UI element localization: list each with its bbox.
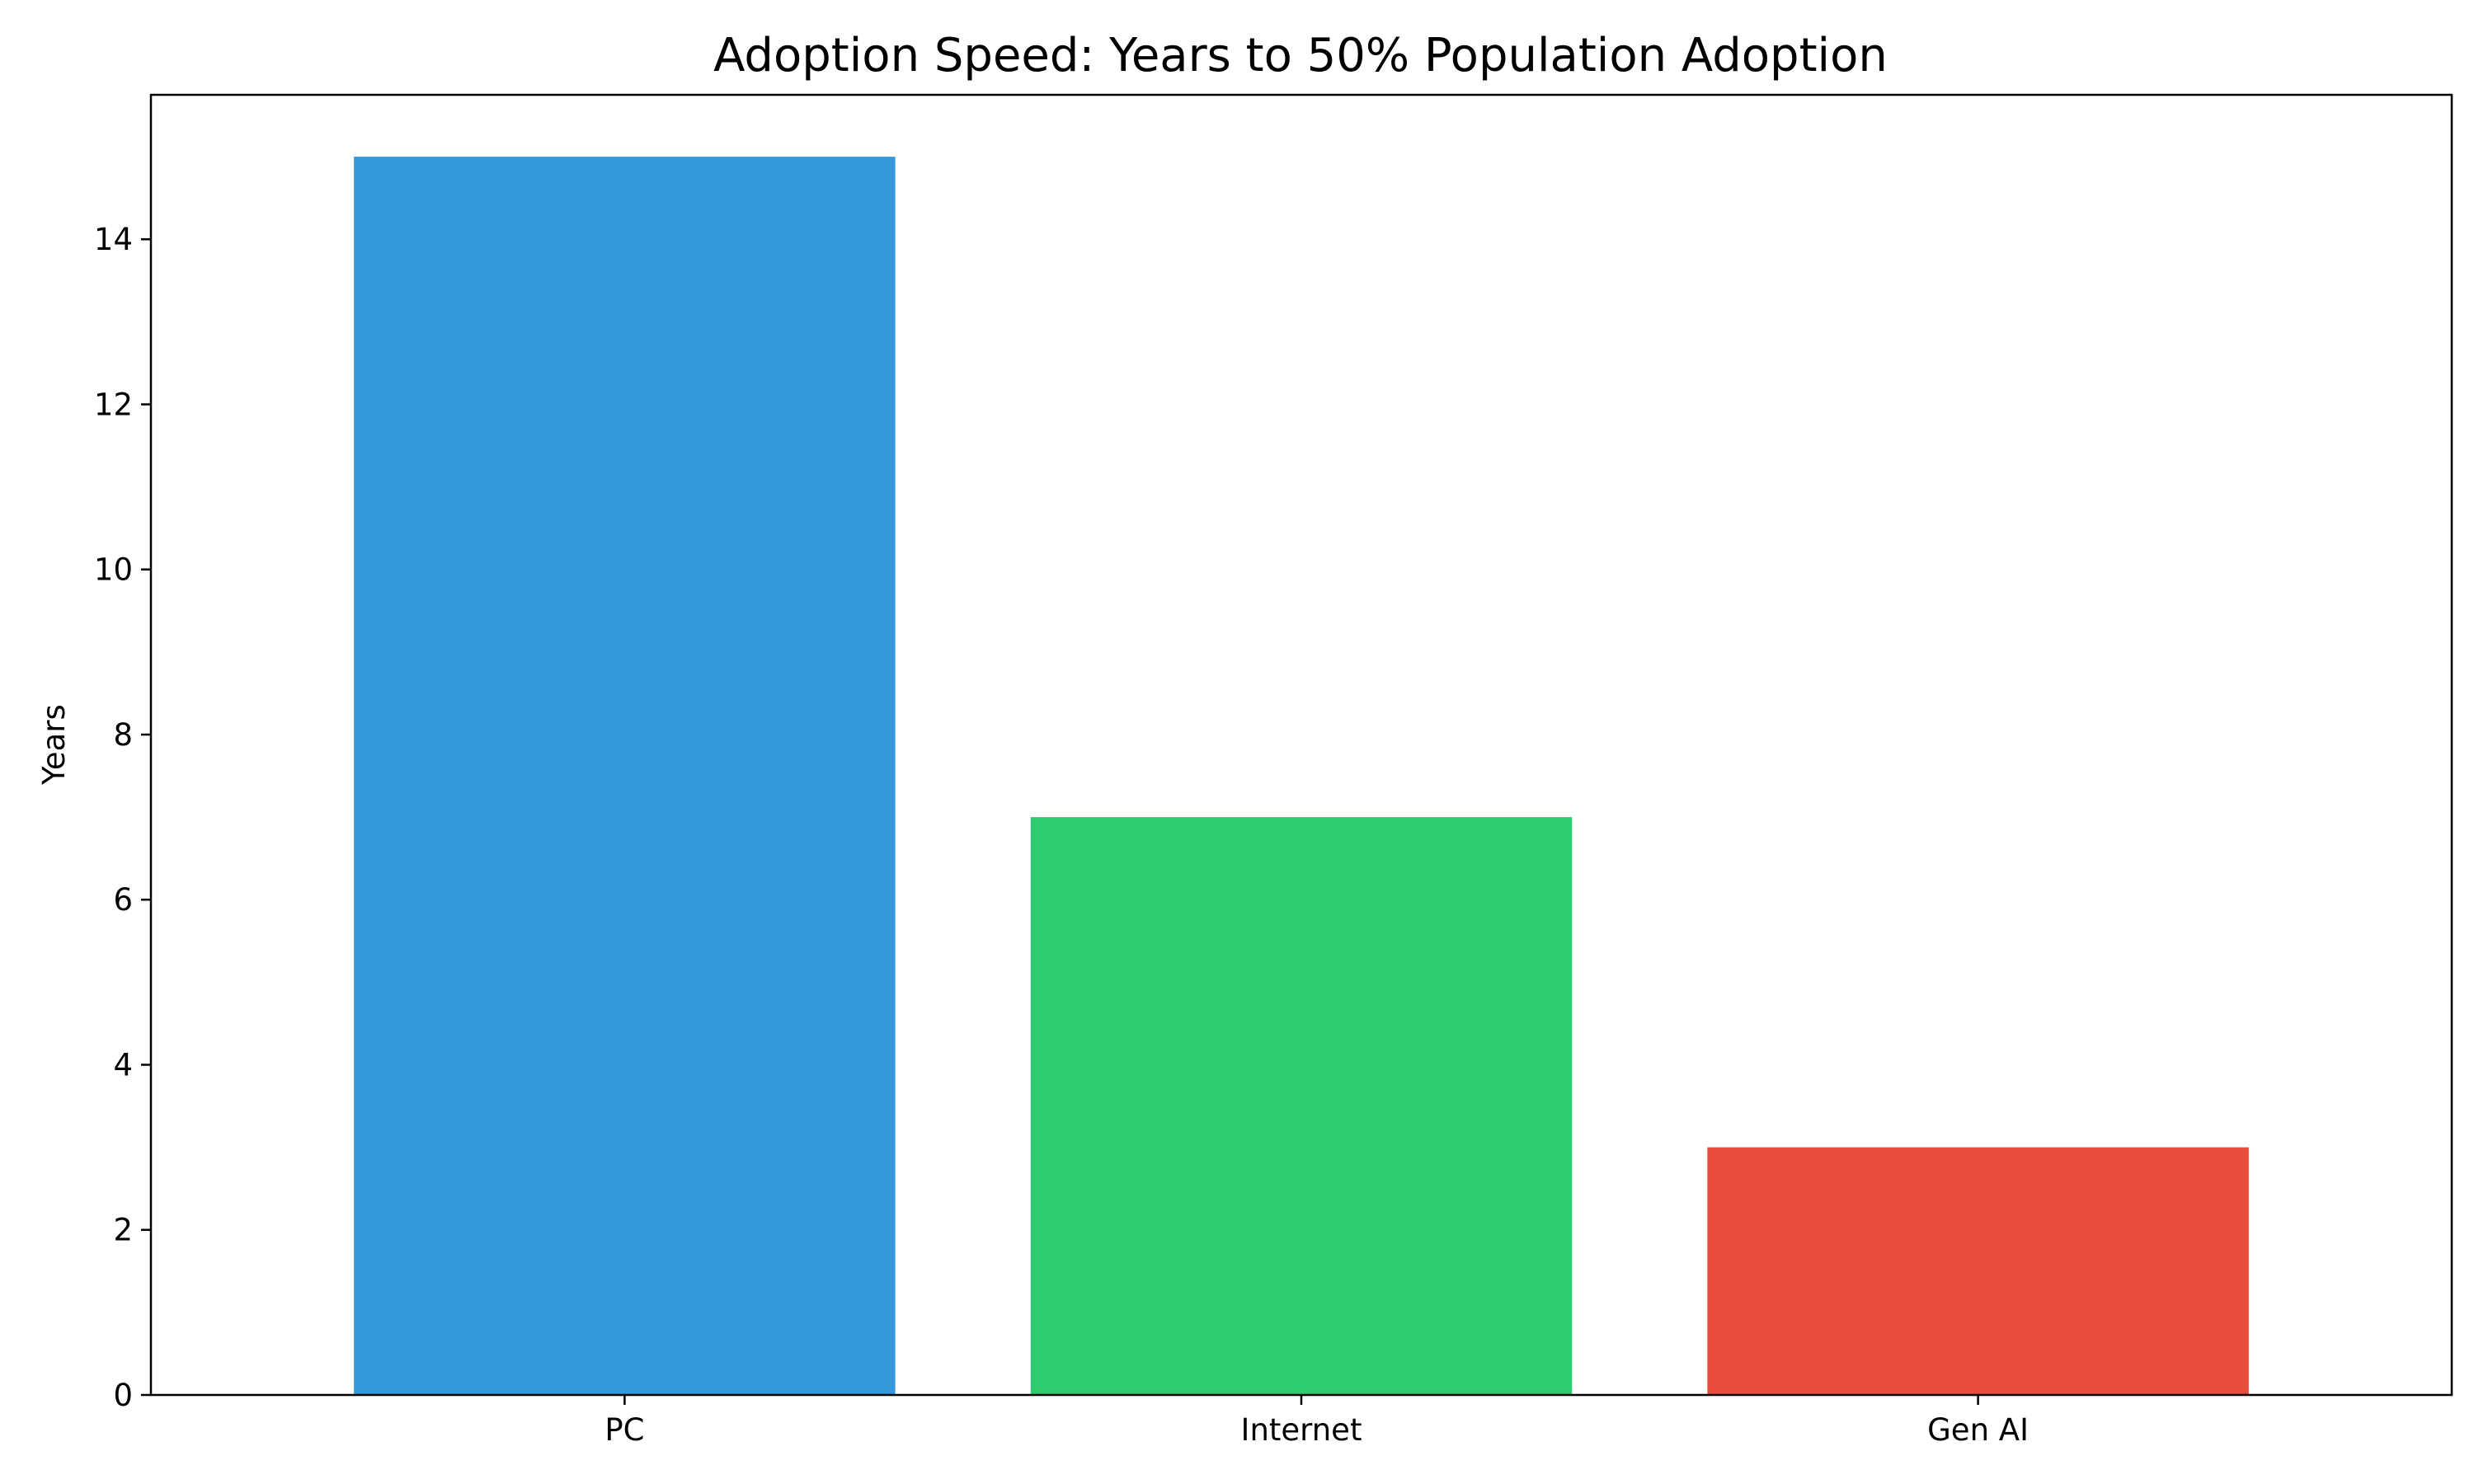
x-axis-ticks: PC Internet Gen AI bbox=[604, 1395, 2029, 1448]
y-tick-label: 12 bbox=[94, 387, 133, 422]
bar-gen-ai bbox=[1707, 1147, 2249, 1395]
bars-layer bbox=[354, 157, 2249, 1396]
y-tick-label: 8 bbox=[113, 717, 133, 753]
bar-internet bbox=[1030, 817, 1573, 1395]
x-tick-label: Gen AI bbox=[1927, 1412, 2029, 1448]
y-tick-label: 10 bbox=[94, 552, 133, 588]
bar-pc bbox=[354, 157, 896, 1396]
y-tick-label: 4 bbox=[113, 1047, 133, 1082]
chart-title: Adoption Speed: Years to 50% Population … bbox=[713, 29, 1888, 82]
y-tick-label: 6 bbox=[113, 882, 133, 918]
y-tick-label: 0 bbox=[113, 1378, 133, 1413]
y-tick-label: 2 bbox=[113, 1213, 133, 1248]
y-axis-ticks: 0 2 4 6 8 10 12 14 bbox=[94, 222, 151, 1413]
y-axis-label: Years bbox=[36, 704, 72, 786]
x-tick-label: Internet bbox=[1241, 1412, 1362, 1448]
plot-frame bbox=[149, 93, 2453, 1397]
x-tick-label: PC bbox=[604, 1412, 644, 1448]
y-tick-label: 14 bbox=[94, 222, 133, 257]
